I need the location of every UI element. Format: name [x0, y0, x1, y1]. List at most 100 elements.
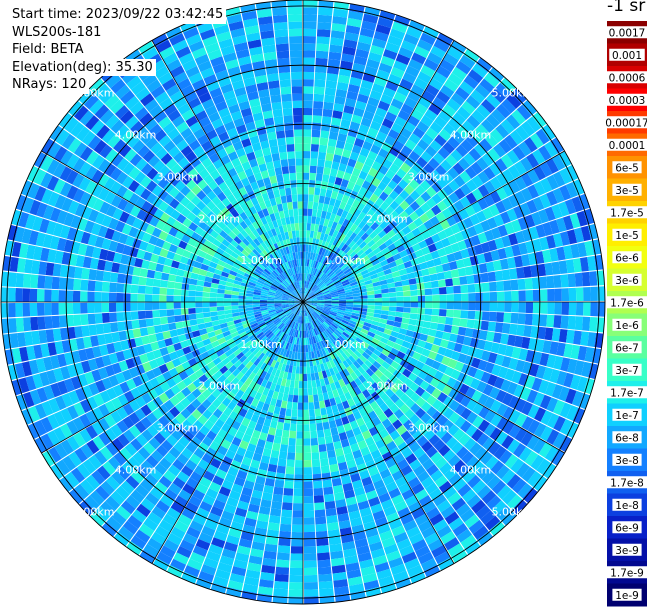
beta-sector [329, 463, 339, 473]
beta-sector [304, 574, 318, 583]
beta-sector [269, 287, 277, 292]
beta-sector [121, 223, 132, 236]
beta-sector [446, 253, 456, 263]
beta-sector [247, 330, 255, 338]
beta-sector [92, 435, 106, 450]
beta-sector [259, 344, 267, 353]
beta-sector [110, 490, 125, 506]
beta-sector [349, 214, 358, 224]
beta-sector [76, 126, 91, 142]
beta-sector [259, 96, 271, 106]
beta-sector [388, 292, 397, 298]
beta-sector [213, 434, 224, 446]
beta-sector [268, 289, 277, 294]
beta-sector [113, 531, 130, 547]
beta-sector [376, 271, 385, 278]
beta-sector [437, 279, 446, 288]
beta-sector [516, 104, 532, 121]
beta-sector [313, 480, 323, 489]
beta-sector [266, 434, 275, 443]
beta-sector [315, 173, 323, 182]
beta-sector [428, 266, 437, 275]
beta-sector [36, 289, 45, 302]
beta-sector [158, 201, 169, 212]
beta-sector [275, 293, 283, 297]
beta-sector [425, 295, 433, 302]
beta-sector [525, 289, 534, 302]
beta-sector [292, 252, 297, 260]
beta-sector [219, 322, 228, 329]
beta-sector [190, 195, 201, 206]
beta-sector [308, 402, 315, 410]
beta-sector [169, 198, 180, 210]
beta-sector [334, 586, 350, 596]
beta-sector [97, 173, 110, 187]
beta-sector [303, 93, 314, 101]
beta-sector [349, 389, 357, 398]
beta-sector [345, 270, 353, 277]
beta-sector [574, 316, 584, 331]
beta-sector [400, 103, 414, 115]
beta-sector [275, 399, 283, 408]
beta-sector [373, 313, 382, 319]
beta-sector [399, 249, 408, 258]
beta-sector [198, 346, 207, 355]
beta-sector [499, 258, 509, 270]
beta-sector [345, 338, 354, 346]
beta-sector [218, 181, 229, 192]
beta-sector [303, 474, 313, 482]
beta-sector [278, 274, 285, 281]
beta-sector [476, 339, 486, 350]
beta-sector [159, 46, 175, 60]
beta-sector [292, 322, 297, 330]
beta-sector [521, 336, 531, 350]
beta-sector [310, 321, 315, 329]
beta-sector [85, 115, 100, 131]
beta-sector [345, 212, 354, 221]
beta-sector [338, 163, 347, 172]
beta-sector [344, 391, 352, 401]
beta-sector [453, 342, 463, 353]
beta-sector [193, 335, 203, 344]
beta-sector [521, 416, 534, 431]
beta-sector [219, 230, 228, 239]
beta-sector [403, 419, 414, 431]
beta-sector [269, 197, 277, 207]
beta-sector [124, 320, 133, 331]
beta-sector [370, 373, 380, 382]
beta-sector [335, 314, 344, 320]
beta-sector [397, 333, 406, 341]
beta-sector [288, 302, 296, 304]
beta-sector [294, 307, 300, 315]
beta-sector [231, 291, 240, 296]
beta-sector [487, 441, 501, 456]
beta-sector [320, 465, 330, 474]
beta-sector [249, 436, 259, 446]
beta-sector [477, 359, 488, 371]
beta-sector [297, 280, 300, 289]
beta-sector [291, 292, 298, 298]
beta-sector [414, 45, 430, 59]
beta-sector [280, 324, 287, 332]
beta-sector [78, 349, 88, 362]
beta-sector [295, 330, 299, 338]
beta-sector [356, 417, 366, 427]
beta-sector [155, 91, 170, 105]
beta-sector [292, 394, 299, 403]
beta-sector [151, 506, 166, 520]
beta-sector [410, 302, 419, 308]
beta-sector [353, 410, 362, 421]
beta-sector [349, 174, 359, 184]
beta-sector [165, 360, 175, 371]
beta-sector [303, 510, 315, 518]
beta-sector [304, 287, 306, 295]
beta-sector [389, 200, 400, 211]
beta-sector [374, 154, 386, 165]
beta-sector [225, 59, 239, 70]
beta-sector [291, 321, 296, 329]
beta-sector [250, 197, 259, 206]
beta-sector [330, 427, 339, 436]
beta-sector [303, 115, 313, 123]
beta-sector [203, 74, 218, 86]
beta-sector [170, 558, 187, 572]
